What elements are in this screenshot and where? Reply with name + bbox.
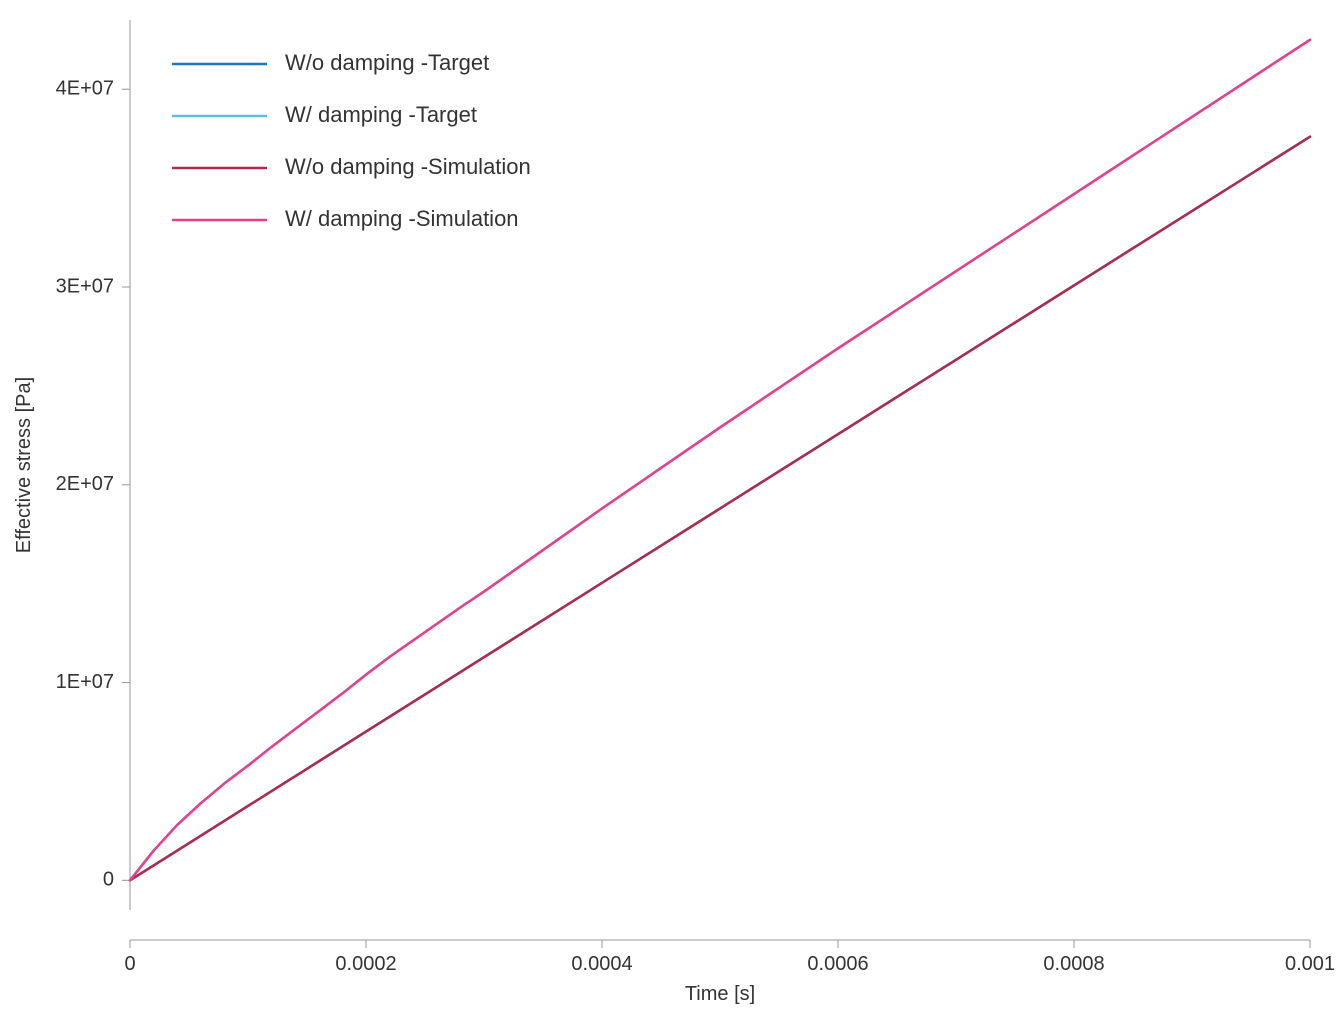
y-tick-label: 4E+07 <box>56 78 114 100</box>
chart-svg: 0 1E+07 2E+07 3E+07 4E+07 0 0.0002 0.0004 0.0006… <box>0 0 1339 1024</box>
legend-label: W/o damping -Simulation <box>285 154 531 179</box>
x-tick-label: 0 <box>124 953 135 975</box>
y-tick-label: 0 <box>103 869 114 891</box>
x-tick-label: 0.001 <box>1285 953 1335 975</box>
legend-label: W/ damping -Simulation <box>285 206 519 231</box>
legend-label: W/ damping -Target <box>285 102 477 127</box>
x-tick-label: 0.0008 <box>1043 953 1104 975</box>
stress-time-chart: 0 1E+07 2E+07 3E+07 4E+07 0 0.0002 0.0004 0.0006… <box>0 0 1339 1024</box>
legend-label: W/o damping -Target <box>285 50 489 75</box>
y-tick-label: 1E+07 <box>56 671 114 693</box>
x-tick-label: 0.0004 <box>571 953 632 975</box>
x-tick-label: 0.0006 <box>807 953 868 975</box>
x-tick-label: 0.0002 <box>335 953 396 975</box>
y-axis-label: Effective stress [Pa] <box>13 377 35 553</box>
y-tick-label: 2E+07 <box>56 473 114 495</box>
y-tick-label: 3E+07 <box>56 275 114 297</box>
x-axis-label: Time [s] <box>685 983 755 1005</box>
